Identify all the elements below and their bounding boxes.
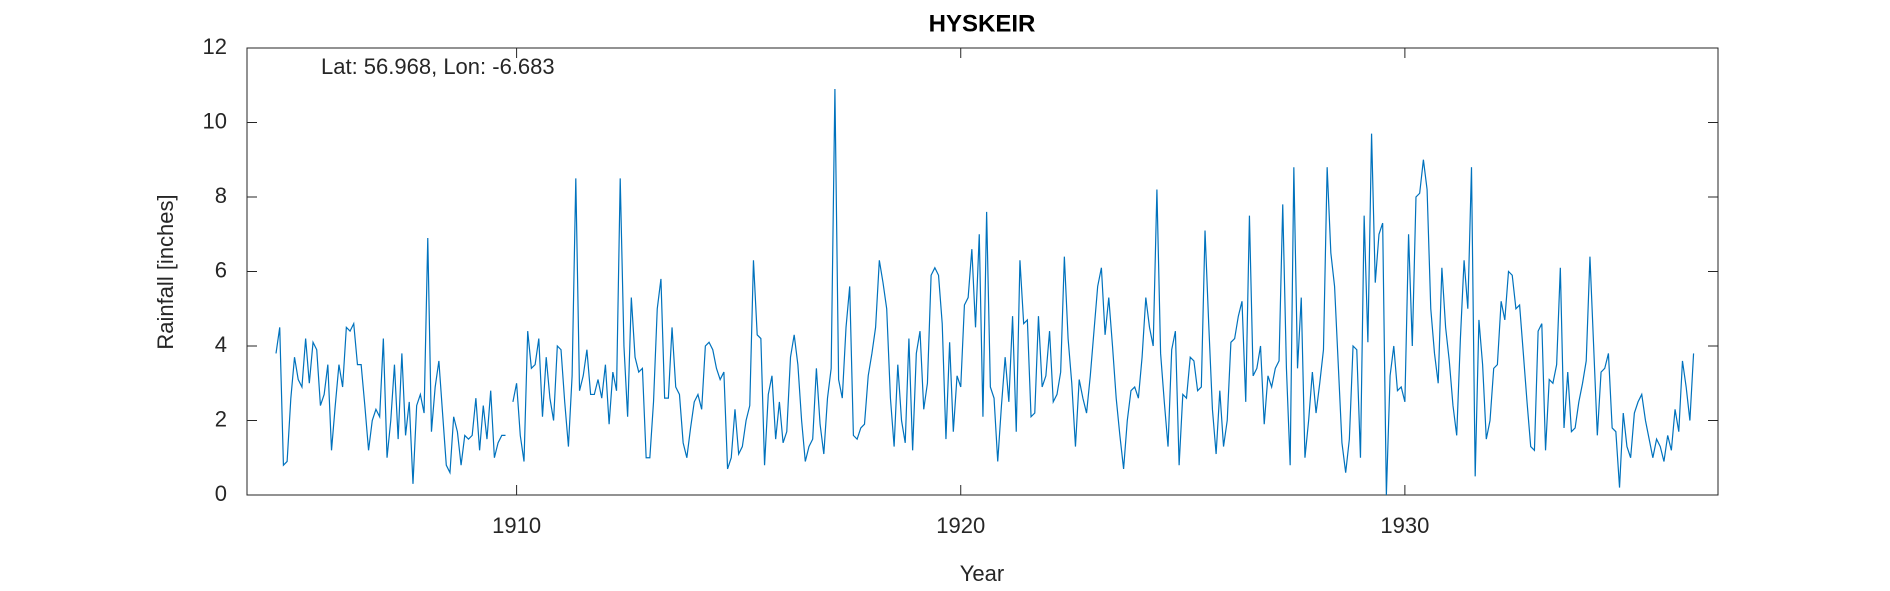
rainfall-line	[275, 88, 1695, 496]
y-tick-label: 12	[203, 34, 227, 59]
annotation: Lat: 56.968, Lon: -6.683	[321, 54, 555, 79]
y-tick-label: 6	[215, 257, 227, 282]
y-tick-label: 10	[203, 108, 227, 133]
x-axis-label: Year	[960, 561, 1004, 586]
x-tick-label: 1910	[492, 513, 541, 538]
y-tick-label: 8	[215, 183, 227, 208]
x-tick-label: 1930	[1380, 513, 1429, 538]
y-axis-label: Rainfall [inches]	[153, 194, 178, 349]
plot-frame	[246, 47, 1719, 496]
chart-title: HYSKEIR	[929, 10, 1036, 37]
x-tick-label: 1920	[936, 513, 985, 538]
y-tick-label: 0	[215, 481, 227, 506]
y-tick-label: 2	[215, 406, 227, 431]
y-tick-label: 4	[215, 332, 227, 357]
